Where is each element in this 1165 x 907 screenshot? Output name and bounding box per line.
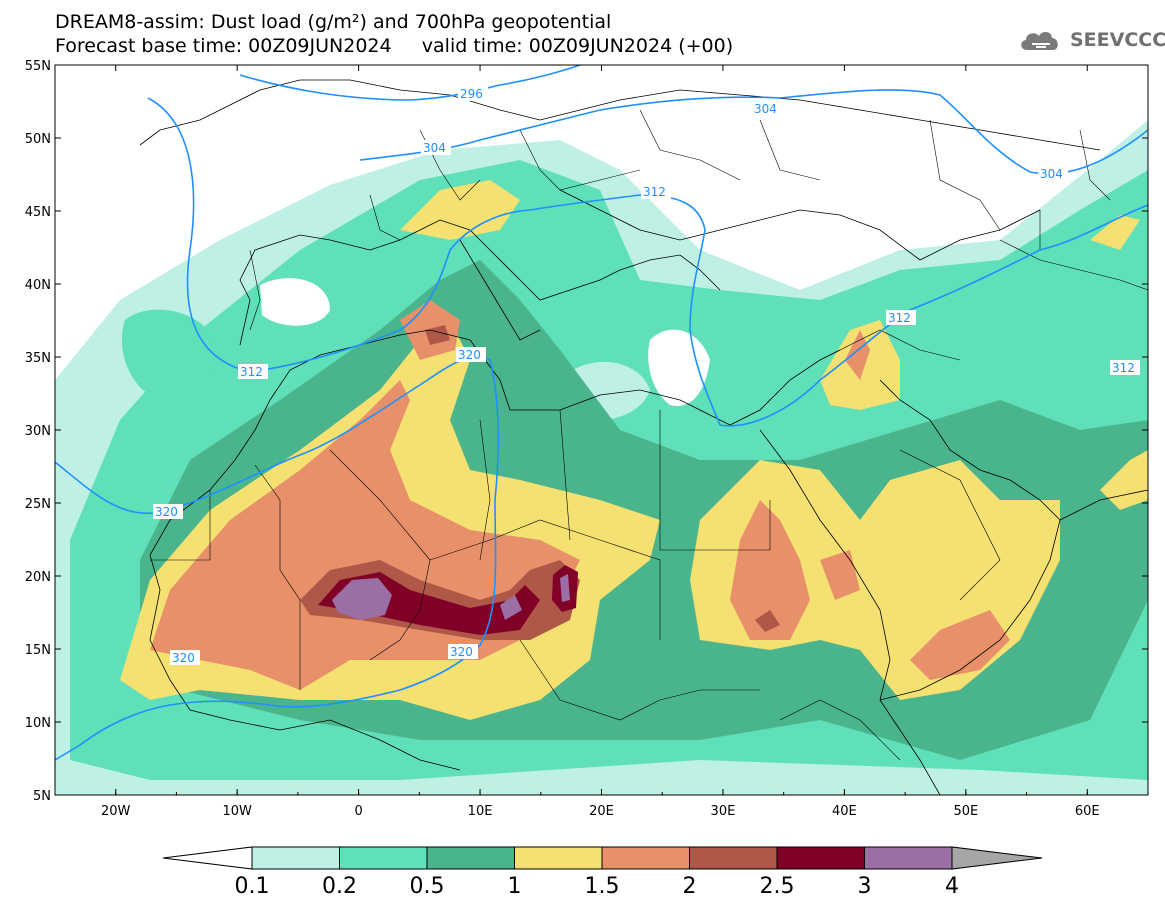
lon-label: 20E (589, 804, 614, 819)
contour-label: 296 (460, 87, 483, 101)
colorbar-swatch (514, 846, 603, 870)
dust-field: 296 304 304 304 312 312 312 312 320 320 … (55, 65, 1148, 795)
lon-label: 20W (101, 804, 131, 819)
lat-label: 20N (25, 570, 51, 585)
lat-label: 10N (25, 716, 51, 731)
colorbar-label: 0.5 (410, 874, 445, 899)
colorbar-swatch (251, 846, 340, 870)
lon-label: 10E (468, 804, 493, 819)
colorbar-over-triangle (951, 846, 1043, 870)
contour-label: 312 (1112, 361, 1135, 375)
lat-label: 50N (25, 132, 51, 147)
contour-label: 320 (155, 505, 178, 519)
lat-label: 25N (25, 497, 51, 512)
contour-labels: 296 304 304 304 312 312 312 312 320 320 … (153, 86, 1140, 665)
lat-axis: 55N 50N 45N 40N 35N 30N 25N 20N 15N 10N 5N (25, 59, 51, 804)
colorbar-under-triangle (162, 846, 253, 870)
colorbar-label: 4 (945, 874, 959, 899)
lat-label: 45N (25, 205, 51, 220)
colorbar-swatch (339, 846, 428, 870)
forecast-base-time: Forecast base time: 00Z09JUN2024 (55, 35, 392, 57)
map-subtitle: Forecast base time: 00Z09JUN2024 valid t… (55, 36, 733, 56)
lon-label: 0 (354, 804, 362, 819)
colorbar-swatch (689, 846, 778, 870)
contour-label: 304 (423, 141, 446, 155)
colorbar-swatch (776, 846, 865, 870)
lat-label: 55N (25, 59, 51, 74)
brand-name: SEEVCCC (1070, 29, 1165, 51)
contour-label: 312 (888, 311, 911, 325)
lon-label: 50E (953, 804, 978, 819)
colorbar-label: 2.5 (760, 874, 795, 899)
lat-label: 5N (33, 789, 51, 804)
coastlines (139, 79, 1148, 795)
contour-label: 320 (458, 348, 481, 362)
cloud-icon (1021, 32, 1058, 50)
lat-label: 15N (25, 643, 51, 658)
lon-label: 30E (711, 804, 736, 819)
colorbar-label: 1 (508, 874, 522, 899)
contour-label: 320 (450, 645, 473, 659)
lat-label: 30N (25, 424, 51, 439)
contour-label: 312 (643, 185, 666, 199)
colorbar: 0.1 0.2 0.5 1 1.5 2 2.5 3 4 (162, 846, 1043, 899)
contour-label: 320 (172, 651, 195, 665)
brand-logo: SEEVCCC (1018, 27, 1165, 53)
map-title: DREAM8-assim: Dust load (g/m²) and 700hP… (55, 11, 612, 33)
colorbar-label: 0.2 (322, 874, 357, 899)
contour-label: 304 (1040, 167, 1063, 181)
colorbar-swatch (864, 846, 953, 870)
valid-time: valid time: 00Z09JUN2024 (+00) (421, 35, 734, 57)
dust-level-3 (332, 578, 392, 620)
contour-label: 312 (240, 365, 263, 379)
country-borders (150, 109, 1148, 761)
colorbar-label: 3 (858, 874, 872, 899)
lon-label: 40E (832, 804, 857, 819)
contour-label: 304 (754, 102, 777, 116)
lon-label: 10W (222, 804, 252, 819)
lat-label: 40N (25, 278, 51, 293)
colorbar-swatch (426, 846, 515, 870)
colorbar-swatch (601, 846, 690, 870)
lon-axis: 20W 10W 0 10E 20E 30E 40E 50E 60E (101, 804, 1100, 819)
colorbar-label: 1.5 (585, 874, 620, 899)
lon-label: 60E (1075, 804, 1100, 819)
colorbar-label: 0.1 (235, 874, 270, 899)
axis-ticks (54, 64, 1149, 796)
lat-label: 35N (25, 351, 51, 366)
colorbar-label: 2 (683, 874, 697, 899)
